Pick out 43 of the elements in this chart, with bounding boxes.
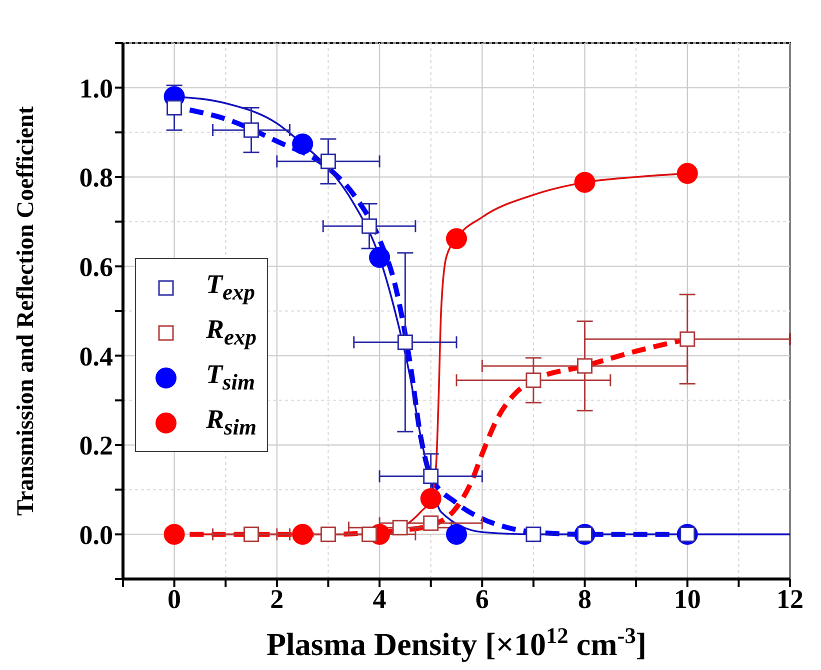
point	[397, 334, 413, 350]
x-tick-label: 8	[578, 584, 592, 614]
point	[320, 154, 336, 170]
legend-label: T$_{sim}$	[206, 359, 256, 396]
x-tick-label: 2	[270, 584, 284, 614]
point	[362, 218, 378, 234]
point	[446, 228, 467, 250]
legend-label: R$_{sim}$	[206, 404, 257, 441]
y-tick-label: 0.6	[79, 252, 113, 282]
y-tick-label: 0.0	[79, 520, 113, 550]
point	[574, 172, 596, 193]
y-tick-label: 0.2	[79, 430, 113, 461]
point	[526, 526, 542, 542]
point	[392, 520, 408, 536]
point	[244, 122, 260, 138]
point	[446, 524, 467, 545]
y-tick-label: 0.4	[79, 341, 113, 372]
x-tick-label: 12	[776, 584, 804, 614]
y-tick-label: 1.0	[79, 73, 113, 104]
point	[320, 526, 336, 542]
point	[292, 133, 314, 154]
point	[292, 524, 314, 545]
x-tick-label: 10	[674, 584, 701, 614]
y-axis-title: Transmission and Reflection Coefficient	[13, 106, 39, 516]
point	[420, 488, 442, 510]
point	[362, 526, 378, 542]
point	[164, 524, 185, 545]
point	[423, 468, 439, 484]
point	[577, 358, 593, 374]
point	[526, 372, 542, 388]
y-tick-label: 0.8	[79, 162, 113, 193]
x-axis-title: Plasma Density [×10$^{12}$ cm$^{-3}$]	[266, 622, 647, 662]
point	[166, 100, 182, 116]
point	[676, 162, 698, 184]
point	[244, 526, 260, 542]
legend-label: T$_{exp}$	[206, 269, 255, 306]
point	[423, 515, 439, 531]
x-tick-label: 6	[475, 584, 489, 614]
point	[369, 246, 390, 268]
x-tick-label: 0	[168, 584, 182, 614]
point	[680, 331, 696, 347]
x-tick-label: 4	[372, 584, 386, 614]
legend-label: R$_{exp}$	[206, 314, 257, 351]
